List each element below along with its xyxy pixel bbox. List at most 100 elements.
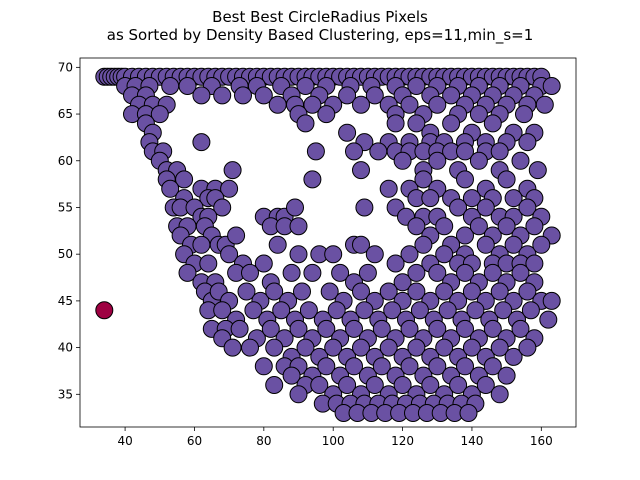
data-point xyxy=(525,254,544,273)
data-point xyxy=(428,263,447,282)
data-point xyxy=(265,282,284,301)
data-point xyxy=(428,357,447,376)
data-point xyxy=(490,142,509,161)
data-point xyxy=(379,338,398,357)
data-point xyxy=(449,198,468,217)
data-point xyxy=(345,319,363,338)
y-axis: 35 40 45 50 55 60 65 70 xyxy=(58,60,80,401)
data-point xyxy=(435,338,454,357)
data-point xyxy=(268,235,287,254)
data-point xyxy=(542,291,561,310)
data-point xyxy=(178,263,197,282)
data-point xyxy=(521,301,540,320)
data-point xyxy=(355,301,374,320)
data-point xyxy=(227,226,246,245)
data-point xyxy=(265,338,284,357)
data-point xyxy=(428,151,447,170)
y-tick-label: 45 xyxy=(58,294,73,308)
data-point xyxy=(383,301,402,320)
data-point xyxy=(428,319,447,338)
data-point xyxy=(469,105,488,124)
data-point xyxy=(407,114,426,133)
data-point xyxy=(289,217,308,236)
y-tick-label: 40 xyxy=(58,341,73,355)
data-point xyxy=(293,282,311,301)
data-point xyxy=(223,161,242,180)
data-point xyxy=(303,170,322,189)
data-point xyxy=(393,151,412,170)
data-point xyxy=(504,189,523,208)
data-point xyxy=(483,319,502,338)
data-point xyxy=(161,179,180,198)
data-point xyxy=(254,357,273,376)
data-point xyxy=(296,77,315,95)
data-point xyxy=(213,86,232,105)
data-point xyxy=(234,86,252,105)
data-point xyxy=(511,263,530,282)
data-point xyxy=(192,235,211,254)
data-point xyxy=(331,263,350,282)
data-point xyxy=(435,217,454,236)
data-point xyxy=(372,319,391,338)
data-point xyxy=(338,86,357,105)
data-point xyxy=(358,263,377,282)
data-point xyxy=(421,189,440,208)
data-point xyxy=(272,301,291,320)
data-point xyxy=(303,263,322,282)
data-point xyxy=(213,301,232,320)
data-point xyxy=(518,282,537,301)
data-point xyxy=(497,170,516,189)
data-point xyxy=(289,319,308,338)
y-tick-label: 65 xyxy=(58,107,73,121)
data-point xyxy=(539,310,558,329)
x-tick-label: 120 xyxy=(391,434,414,448)
data-point xyxy=(435,282,454,301)
data-point xyxy=(303,95,322,114)
data-point xyxy=(296,338,315,357)
data-point xyxy=(282,263,301,282)
data-point xyxy=(542,77,561,95)
data-point xyxy=(254,254,273,273)
data-point xyxy=(220,245,239,264)
data-point xyxy=(386,114,405,133)
data-point xyxy=(352,95,370,114)
data-point xyxy=(518,133,537,152)
data-point xyxy=(532,235,551,254)
data-point xyxy=(317,319,336,338)
data-point xyxy=(175,170,194,189)
data-point xyxy=(241,263,259,282)
data-point xyxy=(414,235,433,254)
data-point xyxy=(372,357,391,376)
data-point xyxy=(286,198,304,217)
data-point xyxy=(483,263,502,282)
data-point xyxy=(178,77,197,95)
data-point xyxy=(365,86,384,105)
x-tick-label: 40 xyxy=(117,434,132,448)
data-point xyxy=(365,245,384,264)
data-point xyxy=(407,263,426,282)
data-point xyxy=(352,282,370,301)
data-point xyxy=(449,376,468,394)
data-point xyxy=(421,376,440,394)
data-point xyxy=(469,151,488,170)
data-point xyxy=(428,95,447,114)
data-point xyxy=(518,198,537,217)
data-point xyxy=(442,86,461,105)
data-point xyxy=(456,226,474,245)
data-point xyxy=(469,217,488,236)
data-point xyxy=(515,105,533,124)
x-tick-label: 140 xyxy=(460,434,483,448)
data-point xyxy=(338,376,357,394)
y-tick-label: 70 xyxy=(58,60,73,74)
x-tick-label: 60 xyxy=(187,434,202,448)
data-point xyxy=(407,217,426,236)
data-point xyxy=(213,198,232,217)
data-point xyxy=(483,114,502,133)
data-point xyxy=(352,161,370,180)
plot-frame xyxy=(79,57,577,428)
data-point xyxy=(504,235,523,254)
data-point xyxy=(497,217,516,236)
data-point xyxy=(338,123,357,142)
data-point xyxy=(317,357,336,376)
